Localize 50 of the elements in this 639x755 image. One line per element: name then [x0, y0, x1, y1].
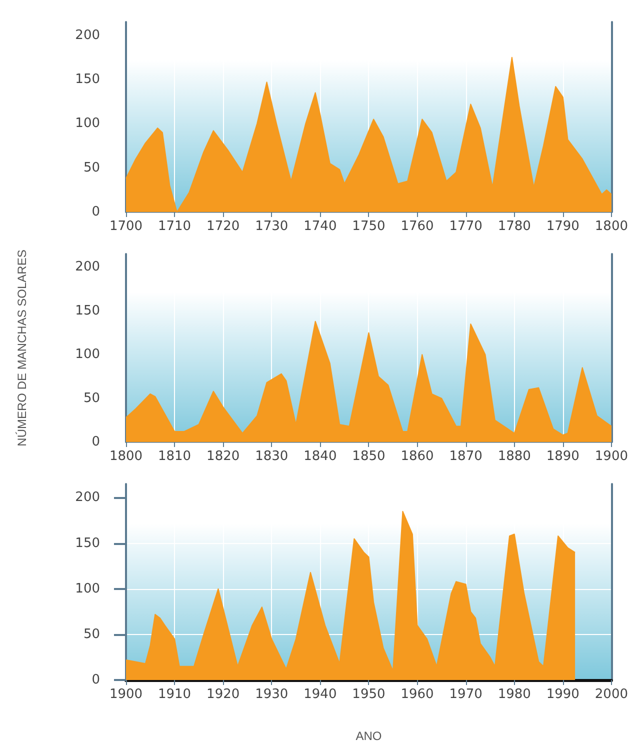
- x-tick-label: 1880: [498, 449, 531, 464]
- x-tick-label: 1910: [158, 687, 192, 702]
- y-tick-label: 200: [75, 28, 100, 43]
- x-tick-label: 1820: [206, 449, 240, 464]
- y-tick-label: 0: [92, 204, 100, 220]
- x-tick-label: 1860: [400, 449, 434, 464]
- x-tick-label: 1940: [304, 687, 337, 702]
- x-tick-label: 1770: [449, 219, 482, 234]
- x-tick-label: 2000: [594, 687, 628, 702]
- y-tick-label: 100: [75, 581, 100, 596]
- x-tick-label: 1700: [109, 219, 143, 234]
- x-tick-label: 1810: [158, 449, 192, 464]
- x-axis-title: ANO: [356, 729, 382, 743]
- y-tick-label: 0: [92, 672, 100, 688]
- x-tick-label: 1980: [498, 687, 531, 702]
- x-tick-label: 1780: [498, 219, 531, 234]
- x-tick-label: 1790: [546, 219, 580, 234]
- y-tick-label: 50: [83, 390, 100, 406]
- x-tick-label: 1840: [304, 449, 337, 464]
- x-tick-label: 1740: [304, 219, 337, 234]
- x-tick-label: 1710: [158, 219, 192, 234]
- x-tick-label: 1960: [400, 687, 434, 702]
- y-tick-label: 50: [83, 626, 100, 642]
- x-tick-label: 1990: [546, 687, 580, 702]
- x-tick-label: 1900: [109, 687, 143, 702]
- y-tick-label: 200: [75, 490, 100, 506]
- x-tick-label: 1950: [352, 687, 386, 702]
- x-tick-label: 1750: [352, 219, 386, 234]
- x-tick-label: 1850: [352, 449, 386, 464]
- x-tick-label: 1720: [206, 219, 240, 234]
- y-tick-label: 0: [92, 434, 100, 450]
- x-tick-label: 1830: [255, 449, 288, 464]
- x-tick-label: 1760: [400, 219, 434, 234]
- y-tick-label: 100: [75, 116, 100, 132]
- x-tick-label: 1800: [109, 449, 143, 464]
- x-tick-label: 1900: [594, 449, 628, 464]
- y-tick-label: 150: [75, 303, 100, 318]
- y-tick-label: 50: [83, 160, 100, 176]
- x-tick-label: 1800: [594, 219, 628, 234]
- x-tick-label: 1730: [255, 219, 288, 234]
- x-tick-label: 1970: [449, 687, 482, 702]
- x-tick-label: 1930: [255, 687, 288, 702]
- x-tick-label: 1920: [206, 687, 240, 702]
- y-tick-label: 150: [75, 72, 100, 87]
- y-tick-label: 100: [75, 347, 100, 362]
- x-tick-label: 1890: [546, 449, 580, 464]
- y-tick-label: 200: [75, 260, 100, 275]
- y-axis-title: NÚMERO DE MANCHAS SOLARES: [15, 250, 29, 446]
- x-tick-label: 1870: [449, 449, 482, 464]
- y-tick-label: 150: [75, 536, 100, 551]
